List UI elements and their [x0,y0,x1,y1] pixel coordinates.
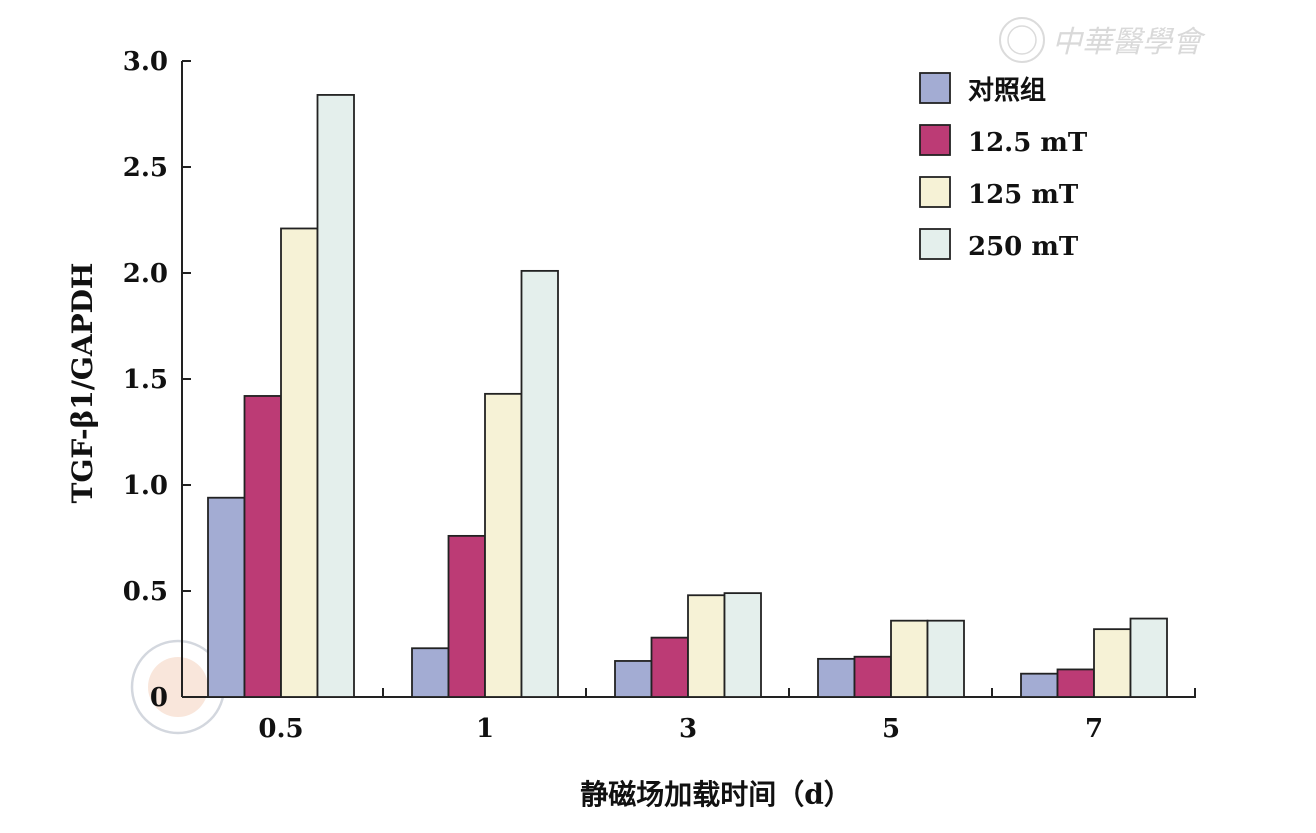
y-axis-title: TGF-β1/GAPDH [66,263,99,504]
legend: 对照组 12.5 mT 125 mT 250 mT [919,72,1088,262]
bar [280,227,319,698]
watermark-seal-inner [1007,25,1037,55]
bar [853,655,892,698]
legend-swatch [919,72,951,104]
bar [411,647,450,698]
x-tick-label: 3 [679,714,697,744]
legend-label: 250 mT [968,232,1079,262]
bar [1056,668,1095,698]
legend-swatch [919,124,951,156]
bar [723,592,762,698]
bar [207,496,246,698]
x-tick-label: 5 [882,714,900,744]
bar [926,619,965,698]
bar [890,619,929,698]
bar-series-group [207,94,1168,698]
bar [316,94,355,698]
bar [614,660,653,698]
legend-swatch [919,176,951,208]
legend-label: 125 mT [968,180,1079,210]
x-tick-label: 0.5 [258,714,303,744]
y-tick-label: 0 [150,683,168,713]
bar [687,594,726,698]
x-tick-label: 1 [476,714,494,744]
legend-label: 对照组 [968,75,1046,106]
watermark-logo [999,17,1045,63]
bar [243,395,282,698]
y-tick-label: 2.0 [123,259,168,289]
seal-map-icon [148,657,208,717]
x-tick-label: 7 [1085,714,1103,744]
watermark-seal-icon [999,17,1045,63]
bar [520,269,559,698]
bar [1093,628,1132,698]
bar [650,636,689,698]
x-axis-title: 静磁场加载时间（d） [580,778,852,811]
bar [817,657,856,698]
bar [484,392,523,698]
legend-swatch [919,228,951,260]
bar [447,534,486,698]
x-axis-ticks: 0.5 1 3 5 7 [258,688,1196,744]
y-tick-label: 1.5 [123,365,168,395]
bar [1020,672,1059,698]
y-tick-label: 3.0 [123,47,168,77]
y-axis-ticks: 0 0.5 1.0 1.5 2.0 2.5 3.0 [123,47,191,713]
y-tick-label: 0.5 [123,577,168,607]
watermark-text: 中華醫學會 [1052,25,1206,60]
legend-label: 12.5 mT [968,128,1088,158]
y-tick-label: 2.5 [123,153,168,183]
y-tick-label: 1.0 [123,471,168,501]
bar [1129,617,1168,698]
